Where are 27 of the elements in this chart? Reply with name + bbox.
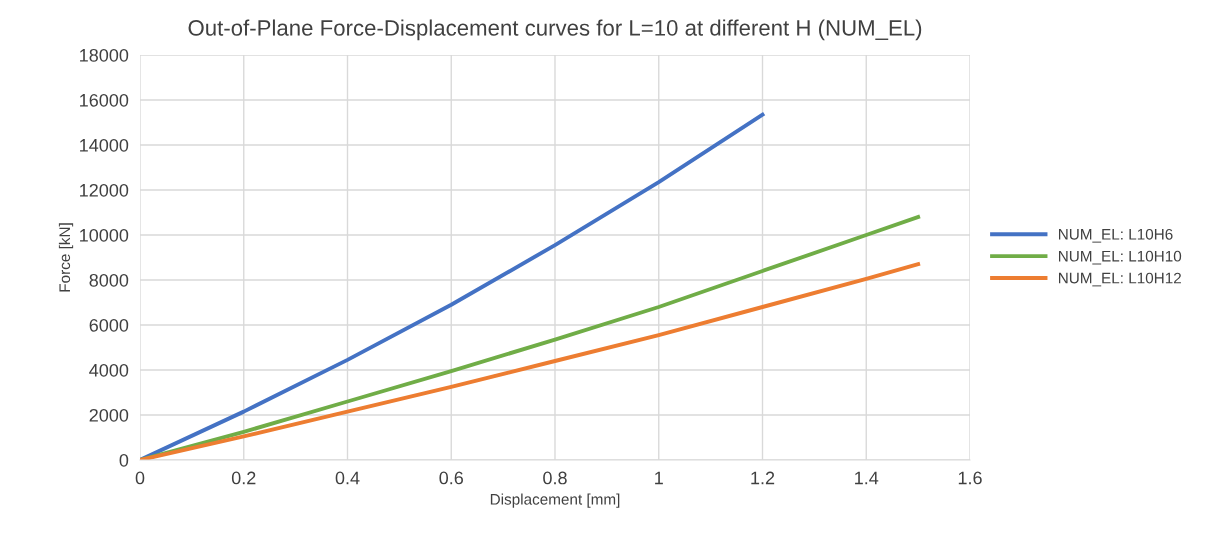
x-tick-label: 0.6 <box>439 471 464 485</box>
x-axis-title: Displacement [mm] <box>490 493 620 508</box>
y-tick-label: 0 <box>119 453 129 467</box>
y-tick-label: 10000 <box>80 228 129 242</box>
legend-label: NUM_EL: L10H10 <box>1059 250 1182 265</box>
legend-label: NUM_EL: L10H12 <box>1059 272 1181 287</box>
x-tick-label: 0 <box>135 471 145 485</box>
y-tick-label: 18000 <box>80 48 129 62</box>
x-tick-label: 1.2 <box>751 471 775 485</box>
y-tick-label: 12000 <box>80 183 129 197</box>
legend-label: NUM_EL: L10H6 <box>1059 228 1173 243</box>
y-tick-label: 6000 <box>89 318 129 332</box>
y-tick-label: 16000 <box>80 93 129 107</box>
x-tick-label: 1.6 <box>958 471 982 485</box>
y-tick-label: 2000 <box>89 408 129 422</box>
x-tick-label: 0.2 <box>231 471 256 485</box>
line-series <box>140 262 921 460</box>
x-tick-label: 0.8 <box>543 471 567 485</box>
x-tick-label: 0.4 <box>335 471 360 485</box>
x-tick-label: 1 <box>655 471 663 485</box>
line-series <box>140 112 765 460</box>
y-tick-label: 4000 <box>89 363 129 377</box>
y-tick-label: 8000 <box>89 273 129 287</box>
x-tick-label: 1.4 <box>855 471 879 485</box>
y-axis-title: Force [kN] <box>58 223 74 292</box>
chart-title: Out-of-Plane Force-Displacement curves for L=10 at different H (NUM_EL) <box>188 19 922 41</box>
y-tick-label: 14000 <box>80 138 129 152</box>
